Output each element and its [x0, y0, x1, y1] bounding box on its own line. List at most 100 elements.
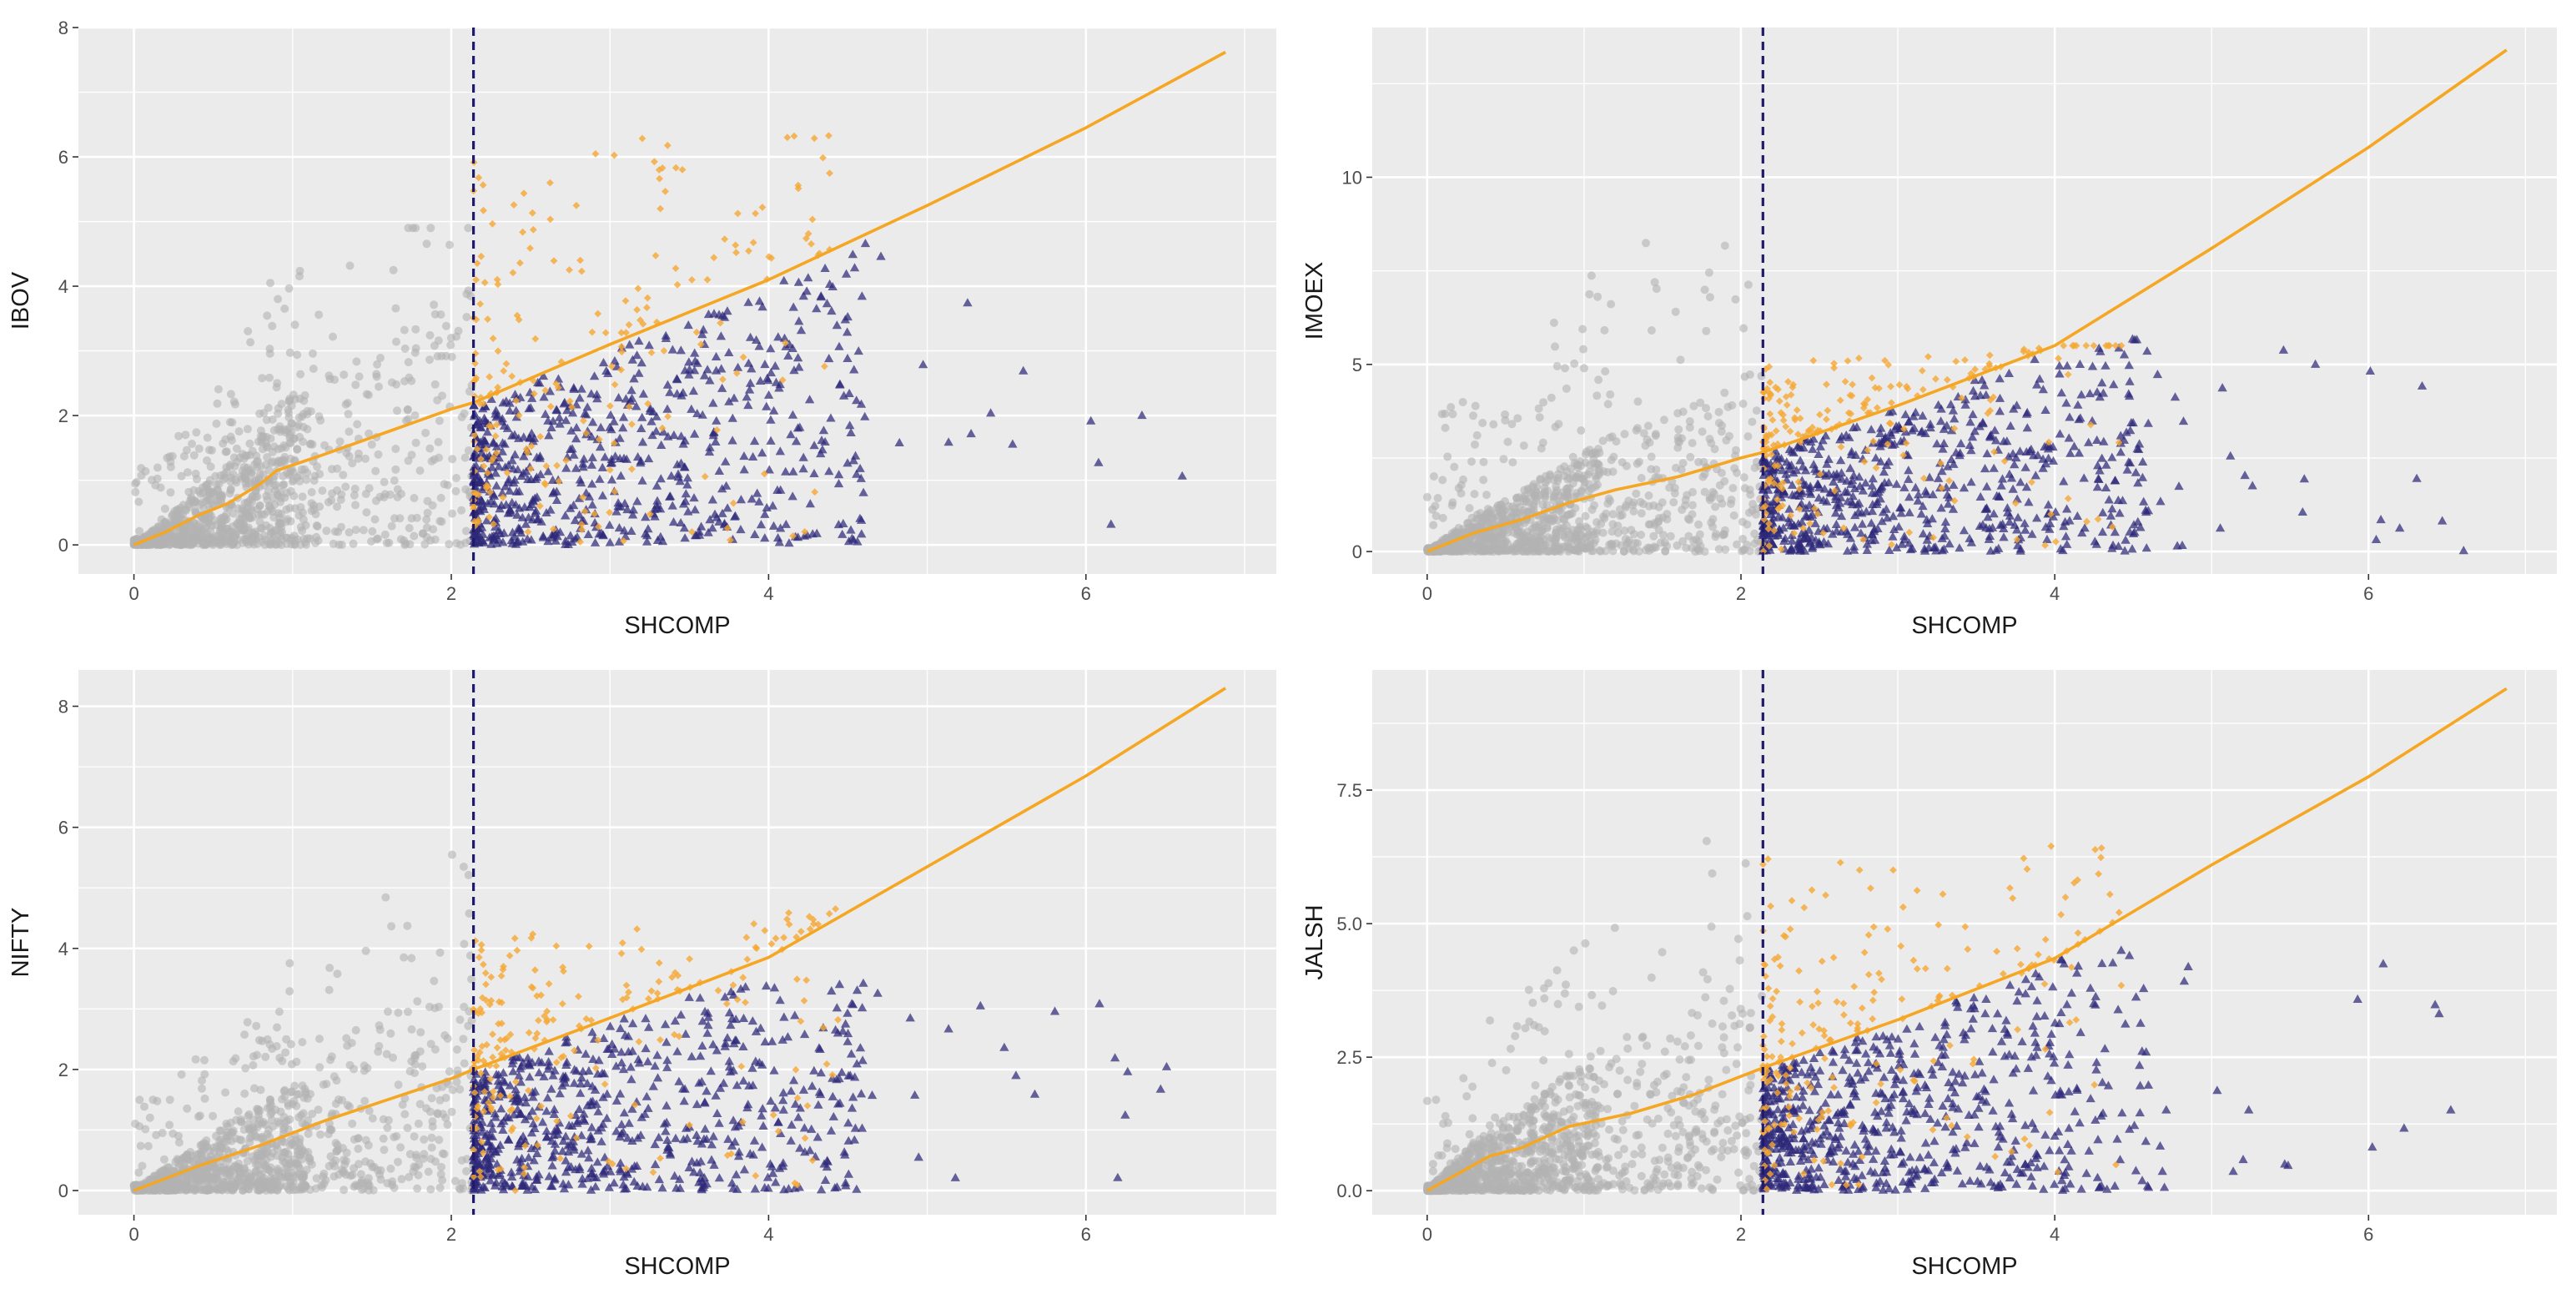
point-triangle: [510, 430, 520, 439]
point-triangle: [711, 436, 721, 446]
point-grey: [352, 357, 361, 366]
point-triangle: [2311, 359, 2321, 368]
point-triangle: [510, 390, 521, 399]
point-grey: [258, 374, 267, 383]
point-triangle: [850, 451, 861, 460]
point-grey: [1643, 421, 1653, 430]
point-grey: [1518, 533, 1527, 542]
point-diamond: [610, 439, 618, 447]
point-triangle: [833, 479, 844, 488]
point-grey: [1501, 410, 1510, 419]
point-diamond: [541, 479, 549, 487]
point-grey: [1694, 537, 1703, 546]
point-grey: [1508, 458, 1517, 467]
point-grey: [243, 1018, 252, 1027]
point-triangle: [2064, 433, 2074, 442]
point-triangle: [730, 511, 740, 521]
point-grey: [185, 502, 194, 511]
point-triangle: [513, 465, 523, 474]
point-diamond: [480, 206, 487, 214]
point-triangle: [2111, 476, 2121, 485]
point-triangle: [752, 488, 762, 497]
point-triangle: [1094, 457, 1104, 466]
point-grey: [209, 1111, 218, 1120]
point-diamond: [526, 244, 534, 252]
point-grey: [1523, 507, 1532, 516]
point-grey: [382, 1050, 391, 1059]
point-diamond: [739, 353, 747, 361]
point-grey: [400, 541, 410, 550]
point-grey: [1540, 489, 1549, 498]
y-tick-label: 6: [58, 147, 68, 168]
point-diamond: [638, 134, 647, 143]
point-grey: [269, 529, 278, 538]
point-grey: [404, 358, 413, 367]
point-grey: [1535, 520, 1544, 529]
point-grey: [261, 1052, 270, 1061]
point-grey: [427, 1094, 436, 1103]
point-triangle: [629, 374, 639, 383]
point-triangle: [752, 335, 762, 344]
point-diamond: [493, 420, 501, 429]
point-grey: [265, 349, 274, 358]
point-triangle: [812, 304, 822, 313]
point-grey: [1702, 404, 1710, 413]
point-grey: [364, 1140, 373, 1150]
point-triangle: [697, 330, 707, 339]
point-triangle: [679, 523, 689, 532]
point-grey: [258, 537, 267, 546]
point-grey: [176, 511, 184, 520]
point-grey: [1712, 530, 1720, 538]
point-diamond: [656, 174, 663, 183]
point-diamond: [530, 390, 538, 398]
point-grey: [339, 471, 348, 480]
point-grey: [335, 437, 345, 446]
point-grey: [1572, 472, 1581, 481]
point-diamond: [568, 403, 576, 411]
point-triangle: [619, 526, 629, 535]
point-grey: [1465, 504, 1474, 513]
point-triangle: [571, 463, 581, 472]
point-diamond: [502, 360, 511, 368]
point-grey: [226, 485, 235, 494]
point-diamond: [819, 154, 827, 162]
point-triangle: [550, 528, 560, 537]
point-diamond: [482, 446, 491, 454]
point-diamond: [808, 240, 815, 248]
point-triangle: [794, 316, 804, 325]
point-grey: [397, 1175, 406, 1184]
point-triangle: [717, 310, 727, 320]
point-grey: [412, 513, 421, 522]
point-triangle: [605, 422, 615, 431]
point-grey: [295, 266, 304, 275]
point-triangle: [724, 396, 734, 405]
point-grey: [1607, 300, 1616, 309]
point-triangle: [707, 523, 717, 532]
point-grey: [447, 1107, 456, 1116]
point-grey: [206, 462, 215, 471]
point-triangle: [477, 485, 487, 494]
point-grey: [297, 465, 306, 474]
x-tick-label: 0: [1422, 583, 1432, 604]
point-triangle: [1950, 414, 1960, 423]
point-grey: [268, 415, 277, 424]
point-grey: [179, 538, 189, 547]
point-triangle: [853, 346, 863, 355]
point-triangle: [2060, 531, 2071, 541]
point-grey: [1619, 546, 1628, 556]
point-triangle: [618, 412, 629, 421]
point-triangle: [838, 529, 848, 538]
point-triangle: [1835, 456, 1846, 465]
point-triangle: [798, 291, 808, 300]
point-grey: [1476, 535, 1485, 544]
point-triangle: [601, 365, 611, 375]
point-grey: [1466, 539, 1474, 548]
point-triangle: [615, 433, 625, 442]
point-diamond: [758, 204, 767, 211]
point-triangle: [1822, 459, 1832, 468]
point-grey: [1507, 420, 1517, 429]
point-grey: [302, 476, 311, 484]
point-grey: [205, 446, 214, 455]
point-triangle: [1966, 537, 1976, 546]
point-grey: [414, 1171, 423, 1180]
